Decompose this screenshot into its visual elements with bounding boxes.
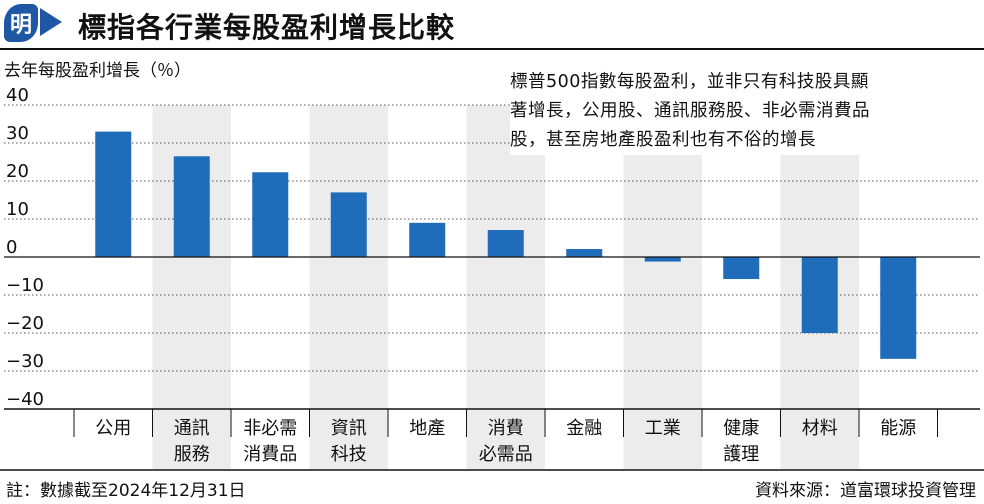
bar (566, 249, 603, 257)
y-tick-label: −30 (6, 351, 44, 372)
annotation-line: 著增長，公用股、通訊服務股、非必需消費品 (510, 101, 870, 121)
x-tick-label: 科技 (331, 444, 367, 465)
y-tick-label: −10 (6, 275, 44, 296)
chart-title: 標指各行業每股盈利增長比較 (78, 11, 456, 44)
bar (409, 222, 446, 257)
x-tick-label: 消費 (488, 418, 524, 439)
x-tick-label: 能源 (880, 418, 916, 439)
footer-source: 資料來源：道富環球投資管理 (755, 481, 976, 501)
x-tick-label: 服務 (174, 444, 210, 465)
x-tick-label: 必需品 (479, 444, 533, 465)
x-tick-label: 地產 (409, 418, 445, 439)
y-tick-label: 10 (6, 199, 29, 220)
footer-note: 註：數據截至2024年12月31日 (6, 481, 246, 501)
x-tick-label: 公用 (95, 418, 131, 439)
bar (252, 172, 289, 257)
title-arrow-icon (40, 8, 62, 36)
x-tick-label: 通訊 (174, 418, 210, 439)
x-tick-label: 護理 (723, 444, 759, 465)
brand-logo: 明 (4, 4, 38, 42)
annotation-line: 標普500指數每股盈利，並非只有科技股具顯 (510, 72, 869, 92)
x-tick-label: 消費品 (243, 444, 297, 465)
bar (644, 257, 681, 262)
category-band (466, 105, 545, 469)
x-tick-label: 材料 (802, 418, 838, 439)
x-tick-label: 工業 (645, 418, 681, 439)
y-tick-label: −40 (6, 389, 44, 410)
y-tick-label: 20 (6, 161, 29, 182)
y-tick-label: 0 (6, 237, 17, 258)
y-tick-label: 40 (6, 85, 29, 106)
bar (95, 131, 132, 257)
bar (487, 230, 524, 257)
y-axis-label: 去年每股盈利增長（％） (4, 61, 191, 81)
bar (880, 257, 917, 359)
x-tick-label: 資訊 (331, 418, 367, 439)
x-tick-label: 健康 (723, 418, 759, 439)
bar (330, 192, 367, 257)
header: 明 標指各行業每股盈利增長比較 (0, 0, 984, 50)
x-tick-label: 金融 (566, 418, 602, 439)
x-tick-label: 非必需 (243, 418, 297, 439)
bar (173, 156, 210, 257)
annotation-line: 股，甚至房地產股盈利也有不俗的增長 (510, 130, 816, 150)
category-band (623, 105, 702, 469)
title-divider (0, 48, 984, 50)
category-band (309, 105, 388, 469)
annotation: 標普500指數每股盈利，並非只有科技股具顯 著增長，公用股、通訊服務股、非必需消… (510, 68, 978, 155)
y-tick-label: −20 (6, 313, 44, 334)
bar (801, 257, 838, 333)
y-tick-label: 30 (6, 123, 29, 144)
bar (723, 257, 760, 280)
